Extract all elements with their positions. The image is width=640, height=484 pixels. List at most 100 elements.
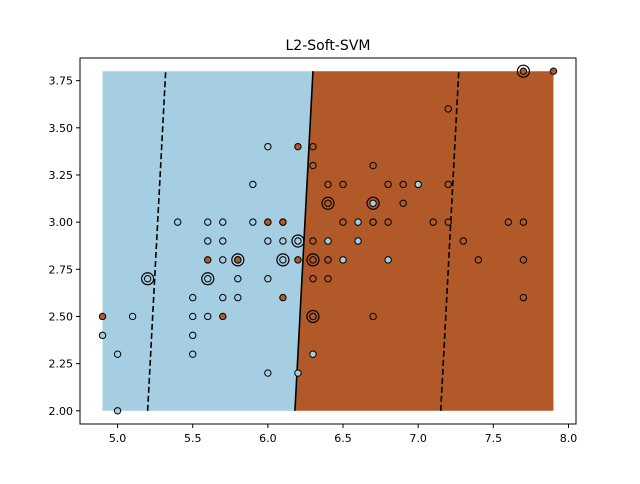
support-vectors [141,64,530,324]
point-class-b [309,275,317,283]
point-class-b [309,312,317,321]
point-class-b [324,256,332,264]
point-class-a [294,237,302,245]
point-class-a [264,237,272,245]
point-class-b [324,199,332,207]
point-class-b [444,105,452,113]
point-class-b [519,293,528,302]
point-class-b [279,293,287,302]
point-class-b [279,218,287,226]
margin-line-2 [439,71,460,411]
point-class-b [294,142,302,151]
point-class-b [294,256,302,264]
support-vector-marker [276,253,290,267]
point-class-b [339,180,347,189]
point-class-b [339,218,347,226]
point-class-a [354,237,362,245]
point-class-a [279,256,287,264]
point-class-a [204,218,212,226]
point-class-a [384,256,392,264]
y-tick-label: 2.75 [49,263,74,276]
point-class-a [143,275,152,283]
point-class-a [279,237,287,245]
point-class-b [309,142,317,151]
point-class-b [219,312,227,321]
support-vector-marker [141,272,155,286]
y-tick-label: 3.50 [49,122,74,135]
point-class-b [474,256,483,264]
point-class-b [264,218,272,226]
point-class-b [309,161,317,170]
point-class-a [264,369,272,377]
point-class-a [113,350,122,358]
point-class-b [98,312,107,321]
y-tick-label: 3.25 [49,169,74,182]
point-class-a [189,331,197,340]
point-class-a [354,218,362,226]
point-class-b [519,67,528,75]
point-class-b [444,180,452,189]
axes: 5.0 5.5 6.0 6.5 7.0 7.5 8.0 2.00 2.25 2.50 2.75 3.0… [49,57,578,445]
point-class-a [249,218,257,226]
point-class-b [549,67,558,75]
point-class-b [204,256,212,264]
support-vector-marker [201,272,215,286]
support-vector-marker [231,253,245,267]
point-class-b [369,161,377,170]
point-class-b [369,218,377,226]
point-class-a [204,275,212,283]
point-class-a [204,312,212,321]
point-class-a [204,237,212,245]
y-tick-label: 2.00 [49,405,74,418]
point-class-a [414,180,422,189]
point-class-b [504,218,513,226]
point-class-b [369,312,377,321]
point-class-a [294,369,302,377]
point-class-a [219,237,227,245]
y-tick-label: 2.50 [49,310,74,323]
margin-line-1 [146,71,167,411]
point-class-a [189,350,197,358]
point-class-a [369,199,377,207]
point-class-b [429,218,437,226]
point-class-b [519,218,528,226]
x-tick-label: 5.0 [109,432,127,445]
point-class-b [309,237,317,245]
x-tick-label: 5.5 [184,432,202,445]
point-class-b [444,218,452,226]
point-class-a [309,350,317,358]
y-tick-label: 3.00 [49,216,74,229]
point-class-b [234,256,242,264]
y-tick-label: 3.75 [49,75,74,88]
support-vector-marker [306,253,320,267]
point-class-a [98,331,107,340]
plot-frame [79,57,577,425]
point-class-a [128,312,137,321]
support-vector-marker [306,309,320,324]
x-tick-label: 8.0 [560,432,578,445]
point-class-a [234,293,242,302]
point-class-a [234,275,242,283]
x-tick-label: 7.0 [409,432,427,445]
x-tick-label: 6.0 [259,432,277,445]
chart-title: L2-Soft-SVM [286,38,371,54]
y-tick-label: 2.25 [49,358,74,371]
data-points [98,67,558,415]
x-tick-label: 7.5 [485,432,503,445]
point-class-a [173,218,182,226]
point-class-b [384,218,392,226]
point-class-a [219,256,227,264]
point-class-a [339,256,347,264]
support-vector-marker [516,64,530,78]
point-class-b [399,199,407,207]
support-vector-marker [366,196,380,210]
x-tick-label: 6.5 [334,432,352,445]
point-class-a [249,180,257,189]
point-class-a [264,275,272,283]
point-class-b [459,237,467,245]
point-class-b [384,180,392,189]
point-class-b [519,256,528,264]
point-class-a [264,142,272,151]
